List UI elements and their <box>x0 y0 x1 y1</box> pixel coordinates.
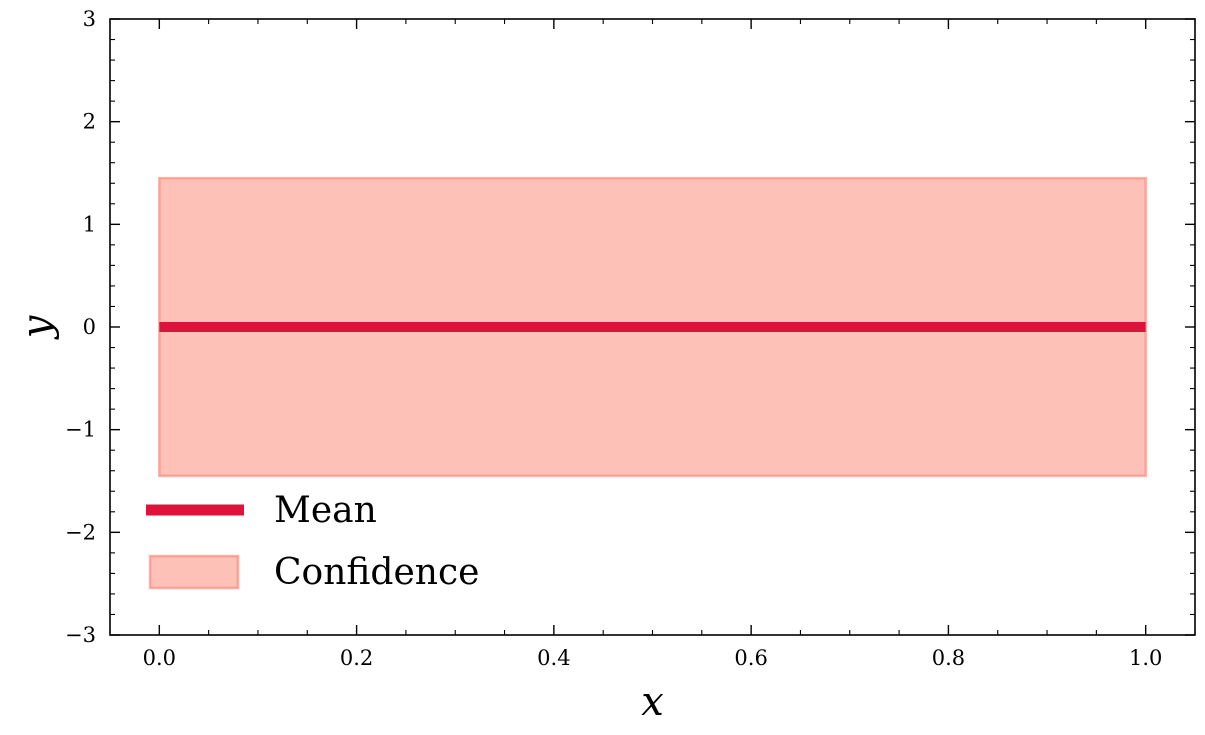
x-axis-label: x <box>641 679 664 725</box>
legend-swatch-confidence <box>148 554 240 590</box>
y-tick-label: 2 <box>83 110 96 134</box>
x-tick-label: 0.4 <box>537 646 570 670</box>
y-tick-label: −2 <box>65 520 96 544</box>
legend: Mean Confidence <box>146 490 479 593</box>
y-tick-label: 3 <box>83 7 96 31</box>
x-tick-label: 0.2 <box>340 646 373 670</box>
x-tick-label: 1.0 <box>1129 646 1162 670</box>
y-tick-label: −1 <box>65 418 96 442</box>
y-tick-label: 1 <box>83 212 96 236</box>
legend-label-confidence: Confidence <box>274 552 479 593</box>
x-tick-label: 0.8 <box>932 646 965 670</box>
legend-label-mean: Mean <box>274 490 377 531</box>
x-tick-label: 0.6 <box>734 646 767 670</box>
y-tick-label: 0 <box>83 315 96 339</box>
x-tick-label: 0.0 <box>143 646 176 670</box>
y-axis-label: y <box>14 314 60 340</box>
axes: 0.0 0.2 0.4 0.6 0.8 1.0 −3 −2 −1 0 1 2 3 <box>65 7 1196 670</box>
y-tick-label: −3 <box>65 623 96 647</box>
